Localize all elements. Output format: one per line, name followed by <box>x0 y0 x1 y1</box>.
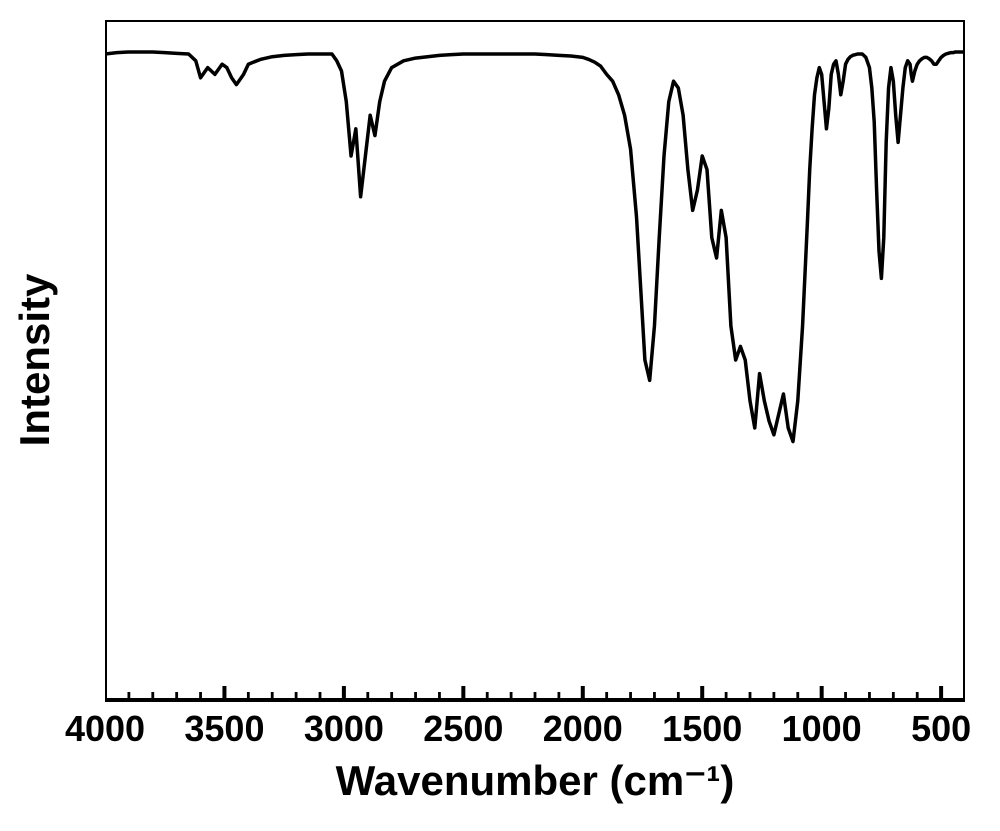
x-tick-label: 500 <box>911 708 971 750</box>
plot-area <box>105 20 965 700</box>
x-tick-label: 2500 <box>423 708 503 750</box>
x-axis-label: Wavenumber (cm⁻¹) <box>336 756 735 805</box>
x-tick-label: 3000 <box>304 708 384 750</box>
x-tick-label: 1500 <box>662 708 742 750</box>
plot-svg <box>105 20 965 730</box>
y-axis-label: Intensity <box>11 274 59 447</box>
x-tick-label: 4000 <box>65 708 145 750</box>
x-tick-label: 2000 <box>543 708 623 750</box>
ir-figure: Intensity Wavenumber (cm⁻¹) 4000 3500 3000… <box>0 0 1000 831</box>
x-tick-label: 1000 <box>782 708 862 750</box>
x-tick-label: 3500 <box>184 708 264 750</box>
